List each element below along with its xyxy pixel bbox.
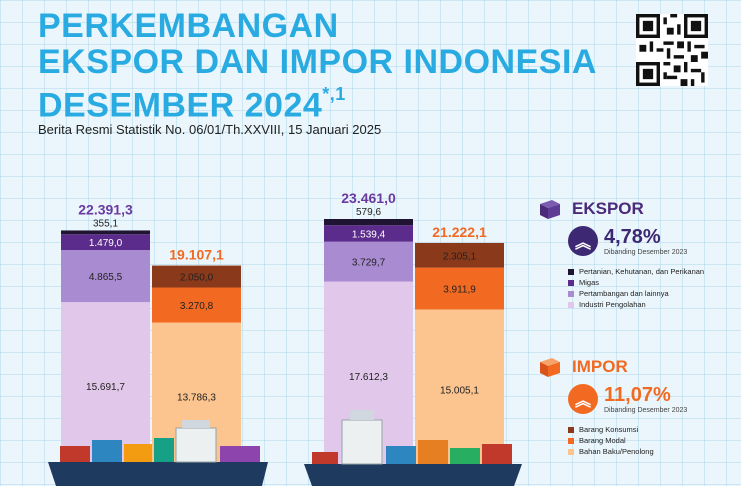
ekspor-legend: EKSPOR ︽ 4,78% Dibanding Desember 2023 P… bbox=[538, 198, 704, 310]
bar-total-label: 23.461,0 bbox=[341, 190, 396, 206]
legend-item: Industri Pengolahan bbox=[568, 299, 704, 310]
legend-item: Bahan Baku/Penolong bbox=[568, 446, 687, 457]
bar-value-label: 1.539,4 bbox=[352, 229, 386, 240]
legend-label: Pertanian, Kehutanan, dan Perikanan bbox=[579, 267, 704, 276]
container-cube-icon bbox=[538, 198, 562, 220]
bar-value-label: 15.691,7 bbox=[86, 382, 125, 393]
bar-value-label: 1.479,0 bbox=[89, 238, 123, 249]
ekspor-legend-items: Pertanian, Kehutanan, dan Perikanan Migas… bbox=[568, 266, 704, 310]
bar-value-label: 4.865,5 bbox=[89, 272, 123, 283]
bar-value-label: 355,1 bbox=[93, 218, 118, 229]
bar-value-label: 2.305,1 bbox=[443, 251, 477, 262]
impor-pct-note: Dibanding Desember 2023 bbox=[604, 407, 687, 414]
impor-legend: IMPOR ︽ 11,07% Dibanding Desember 2023 B… bbox=[538, 356, 687, 457]
legend-label: Bahan Baku/Penolong bbox=[579, 447, 654, 456]
legend-item: Pertanian, Kehutanan, dan Perikanan bbox=[568, 266, 704, 277]
bar-total-label: 19.107,1 bbox=[169, 247, 224, 263]
legend-item: Barang Konsumsi bbox=[568, 424, 687, 435]
legend-item: Migas bbox=[568, 277, 704, 288]
bar-value-label: 579,6 bbox=[356, 207, 381, 218]
ekspor-pct-note: Dibanding Desember 2023 bbox=[604, 249, 687, 256]
legend-item: Barang Modal bbox=[568, 435, 687, 446]
legend-label: Migas bbox=[579, 278, 599, 287]
container-cube-icon bbox=[538, 356, 562, 378]
impor-legend-items: Barang Konsumsi Barang Modal Bahan Baku/Pe… bbox=[568, 424, 687, 457]
bar-value-label: 3.729,7 bbox=[352, 258, 386, 269]
legend-label: Barang Konsumsi bbox=[579, 425, 638, 434]
bar-value-label: 2.050,0 bbox=[180, 273, 214, 284]
chevron-up-icon: ︽ bbox=[568, 226, 598, 256]
impor-pct: 11,07% bbox=[604, 385, 687, 405]
bar-segment bbox=[61, 230, 150, 234]
bar-value-label: 3.270,8 bbox=[180, 301, 214, 312]
bar-total-label: 22.391,3 bbox=[78, 201, 133, 217]
bar-value-label: 13.786,3 bbox=[177, 392, 216, 403]
legend-label: Pertambangan dan lainnya bbox=[579, 289, 669, 298]
bar-groups: 15.691,7 4.865,5 1.479,0 355,122.391,3 13.78… bbox=[61, 190, 504, 470]
bar-value-label: 3.911,9 bbox=[443, 285, 476, 296]
ekspor-title: EKSPOR bbox=[572, 199, 644, 219]
legend-swatch bbox=[568, 280, 574, 286]
legend-swatch bbox=[568, 291, 574, 297]
legend-swatch bbox=[568, 302, 574, 308]
legend-item: Pertambangan dan lainnya bbox=[568, 288, 704, 299]
legend-label: Barang Modal bbox=[579, 436, 626, 445]
impor-title: IMPOR bbox=[572, 357, 628, 377]
legend-swatch bbox=[568, 438, 574, 444]
bar-value-label: 15.005,1 bbox=[440, 386, 479, 397]
bar-segment bbox=[324, 219, 413, 225]
chevron-up-icon: ︽ bbox=[568, 384, 598, 414]
ekspor-pct: 4,78% bbox=[604, 227, 687, 247]
legend-swatch bbox=[568, 449, 574, 455]
legend-swatch bbox=[568, 269, 574, 275]
legend-label: Industri Pengolahan bbox=[579, 300, 646, 309]
bar-value-label: 17.612,3 bbox=[349, 372, 388, 383]
legend-swatch bbox=[568, 427, 574, 433]
bar-total-label: 21.222,1 bbox=[432, 224, 487, 240]
